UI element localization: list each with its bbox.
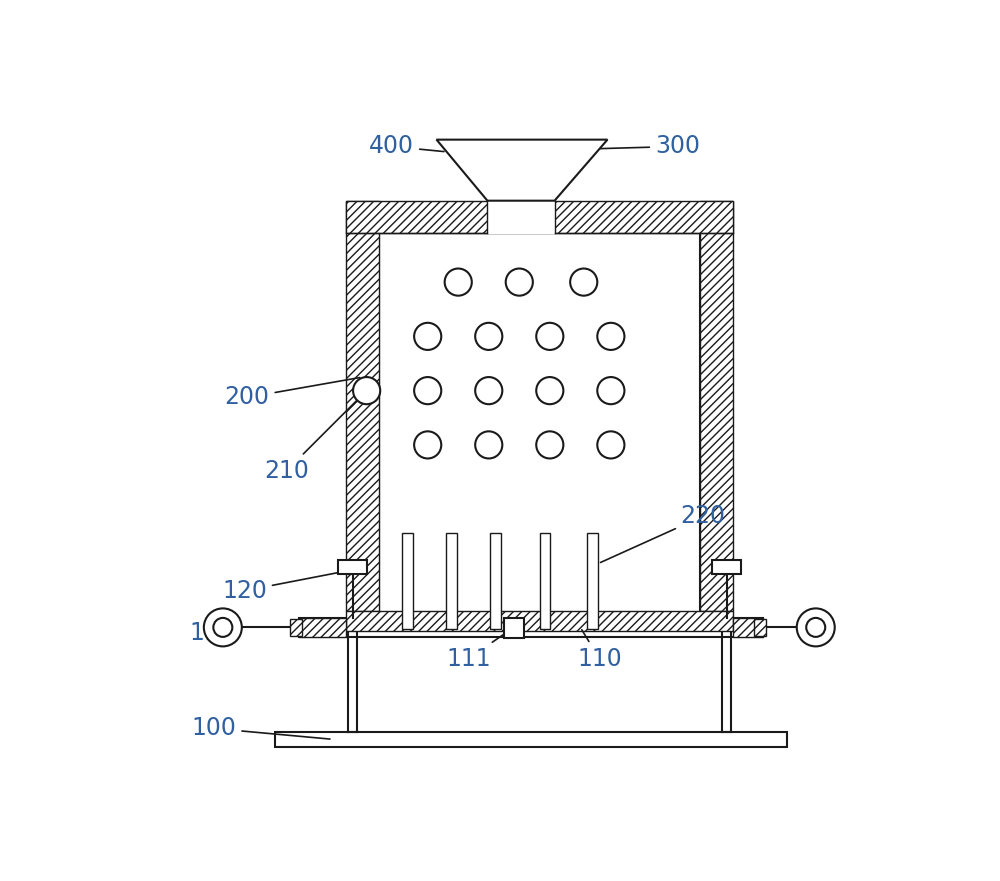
Text: 120: 120 <box>222 567 364 603</box>
Bar <box>346 611 733 632</box>
Circle shape <box>806 618 825 637</box>
Circle shape <box>536 432 563 458</box>
Bar <box>700 201 733 611</box>
Text: 220: 220 <box>601 504 726 562</box>
Bar <box>733 618 763 637</box>
Text: 111: 111 <box>446 629 512 670</box>
Bar <box>299 618 763 637</box>
Text: 200: 200 <box>225 378 360 410</box>
Text: 112: 112 <box>190 621 242 646</box>
Text: 400: 400 <box>369 135 444 159</box>
Circle shape <box>570 269 597 296</box>
Text: 210: 210 <box>264 393 365 483</box>
Circle shape <box>797 609 835 647</box>
Bar <box>379 233 700 632</box>
Bar <box>402 533 413 629</box>
Bar <box>299 618 346 637</box>
Bar <box>346 201 379 611</box>
Circle shape <box>597 377 624 404</box>
Bar <box>712 560 741 574</box>
Circle shape <box>204 609 242 647</box>
Circle shape <box>506 269 533 296</box>
Circle shape <box>414 322 441 350</box>
Circle shape <box>597 322 624 350</box>
Circle shape <box>353 377 380 404</box>
Bar <box>487 198 555 234</box>
Circle shape <box>445 269 472 296</box>
Circle shape <box>414 432 441 458</box>
Bar <box>490 533 501 629</box>
Bar <box>754 619 766 636</box>
Circle shape <box>536 377 563 404</box>
Text: 300: 300 <box>561 135 700 159</box>
Bar <box>290 619 302 636</box>
Bar <box>446 533 457 629</box>
Circle shape <box>597 432 624 458</box>
Circle shape <box>414 377 441 404</box>
Bar <box>275 732 787 747</box>
Text: 110: 110 <box>577 630 622 670</box>
Circle shape <box>475 322 502 350</box>
Polygon shape <box>437 140 607 201</box>
Circle shape <box>536 322 563 350</box>
Text: 100: 100 <box>192 716 330 740</box>
Bar <box>338 560 367 574</box>
Bar <box>540 533 550 629</box>
Circle shape <box>475 432 502 458</box>
Circle shape <box>213 618 232 637</box>
Circle shape <box>475 377 502 404</box>
Bar <box>587 533 598 629</box>
Bar <box>346 201 733 233</box>
Bar <box>504 618 524 638</box>
